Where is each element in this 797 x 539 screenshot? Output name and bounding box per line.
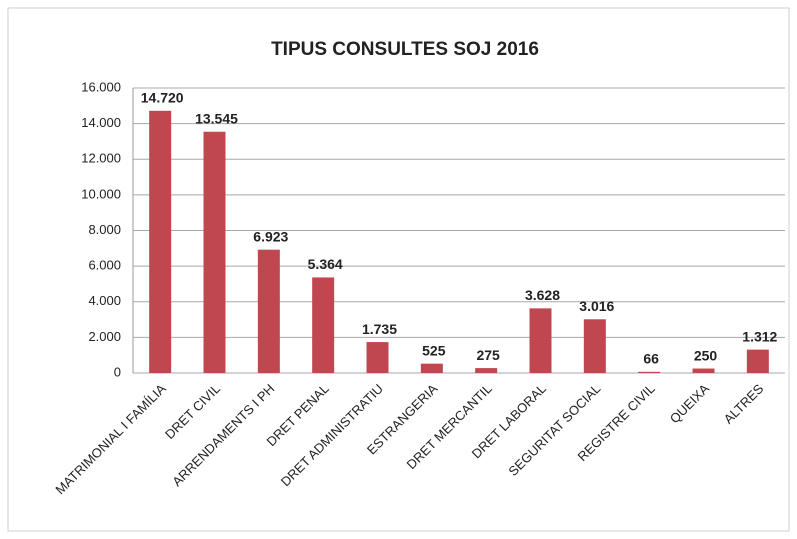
bar [257,249,280,373]
data-label: 1.735 [362,321,397,337]
y-tick-label: 4.000 [88,293,121,308]
bar [149,110,172,374]
y-tick-label: 0 [114,364,121,379]
data-label: 525 [422,342,446,358]
data-label: 5.364 [308,256,343,272]
data-label: 3.016 [579,298,614,314]
bar [529,308,552,373]
bar [420,363,443,373]
data-label: 275 [476,347,500,363]
bar [203,131,226,373]
bar [583,319,606,373]
data-label: 13.545 [195,110,238,126]
y-tick-label: 8.000 [88,222,121,237]
bar [746,349,769,373]
data-label: 3.628 [525,287,560,303]
bar [312,277,335,373]
data-label: 6.923 [253,228,288,244]
data-label: 1.312 [742,328,777,344]
y-tick-label: 10.000 [81,186,121,201]
bar [475,368,498,373]
y-tick-label: 6.000 [88,258,121,273]
bar [638,371,661,373]
chart-border [7,7,790,532]
chart-title: TIPUS CONSULTES SOJ 2016 [271,39,539,60]
bar [692,368,715,373]
y-tick-label: 14.000 [81,115,121,130]
y-tick-label: 16.000 [81,79,121,94]
y-tick-label: 12.000 [81,151,121,166]
data-label: 14.720 [141,90,184,106]
data-label: 250 [694,347,718,363]
bar [366,342,389,373]
y-tick-label: 2.000 [88,329,121,344]
data-label: 66 [643,351,659,367]
